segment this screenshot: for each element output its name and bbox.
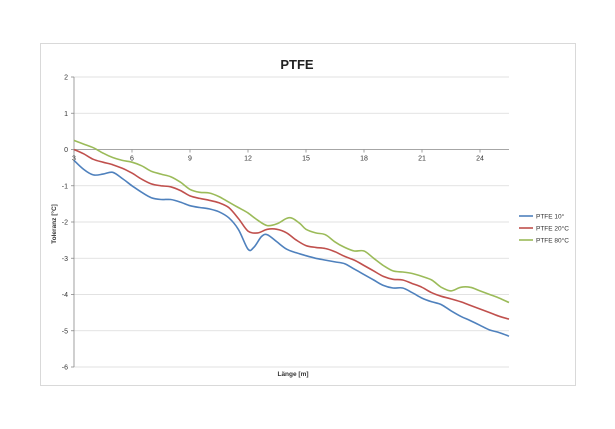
- y-tick-label: -6: [62, 365, 68, 372]
- gridlines: [74, 76, 509, 368]
- x-tick-label: 21: [418, 156, 426, 163]
- x-tick-label: 6: [130, 156, 134, 163]
- x-tick-label: 3: [72, 156, 76, 163]
- y-tick-label: -1: [62, 183, 68, 190]
- legend: PTFE 10° PTFE 20°C PTFE 80°C: [519, 213, 569, 245]
- x-tick-label: 15: [302, 156, 310, 163]
- line-chart: PTFE 210-1-2-3-4-5-6 3 6 9 12 15 18 21 24 Länge…: [50, 57, 569, 378]
- series-line-3: [73, 139, 510, 304]
- legend-label-3: PTFE 80°C: [536, 237, 569, 245]
- x-tick-label: 9: [188, 156, 192, 163]
- y-tick-label: 2: [64, 75, 68, 82]
- x-tick-label: 12: [244, 156, 252, 163]
- y-tick-label: -2: [62, 220, 68, 227]
- plot-lines: [73, 139, 510, 337]
- y-tick-label: -3: [62, 256, 68, 263]
- series-line-2: [73, 148, 510, 320]
- series-line-1: [73, 159, 510, 337]
- y-tick-label: -4: [62, 292, 68, 299]
- y-axis: 2 1 0 -1 -2 -3 -4 -5 -6: [62, 75, 75, 372]
- x-axis: 3 6 9 12 15 18 21 24: [72, 149, 509, 163]
- legend-label-2: PTFE 20°C: [536, 225, 569, 233]
- y-tick-label: 0: [64, 147, 68, 154]
- legend-label-1: PTFE 10°: [536, 213, 565, 221]
- chart-title: PTFE: [280, 57, 314, 72]
- x-tick-label: 24: [476, 156, 484, 163]
- y-axis-label: Toleranz [°C]: [50, 204, 58, 244]
- chart-frame: PTFE 2 1 0 -1 -2 -3 -4 -5 -6 3 6 9 12 15 18 21 24 Länge…: [40, 43, 576, 386]
- x-tick-label: 18: [360, 156, 368, 163]
- x-axis-label: Länge [m]: [277, 371, 308, 378]
- y-tick-label: 1: [64, 111, 68, 118]
- y-tick-label: -5: [62, 328, 68, 335]
